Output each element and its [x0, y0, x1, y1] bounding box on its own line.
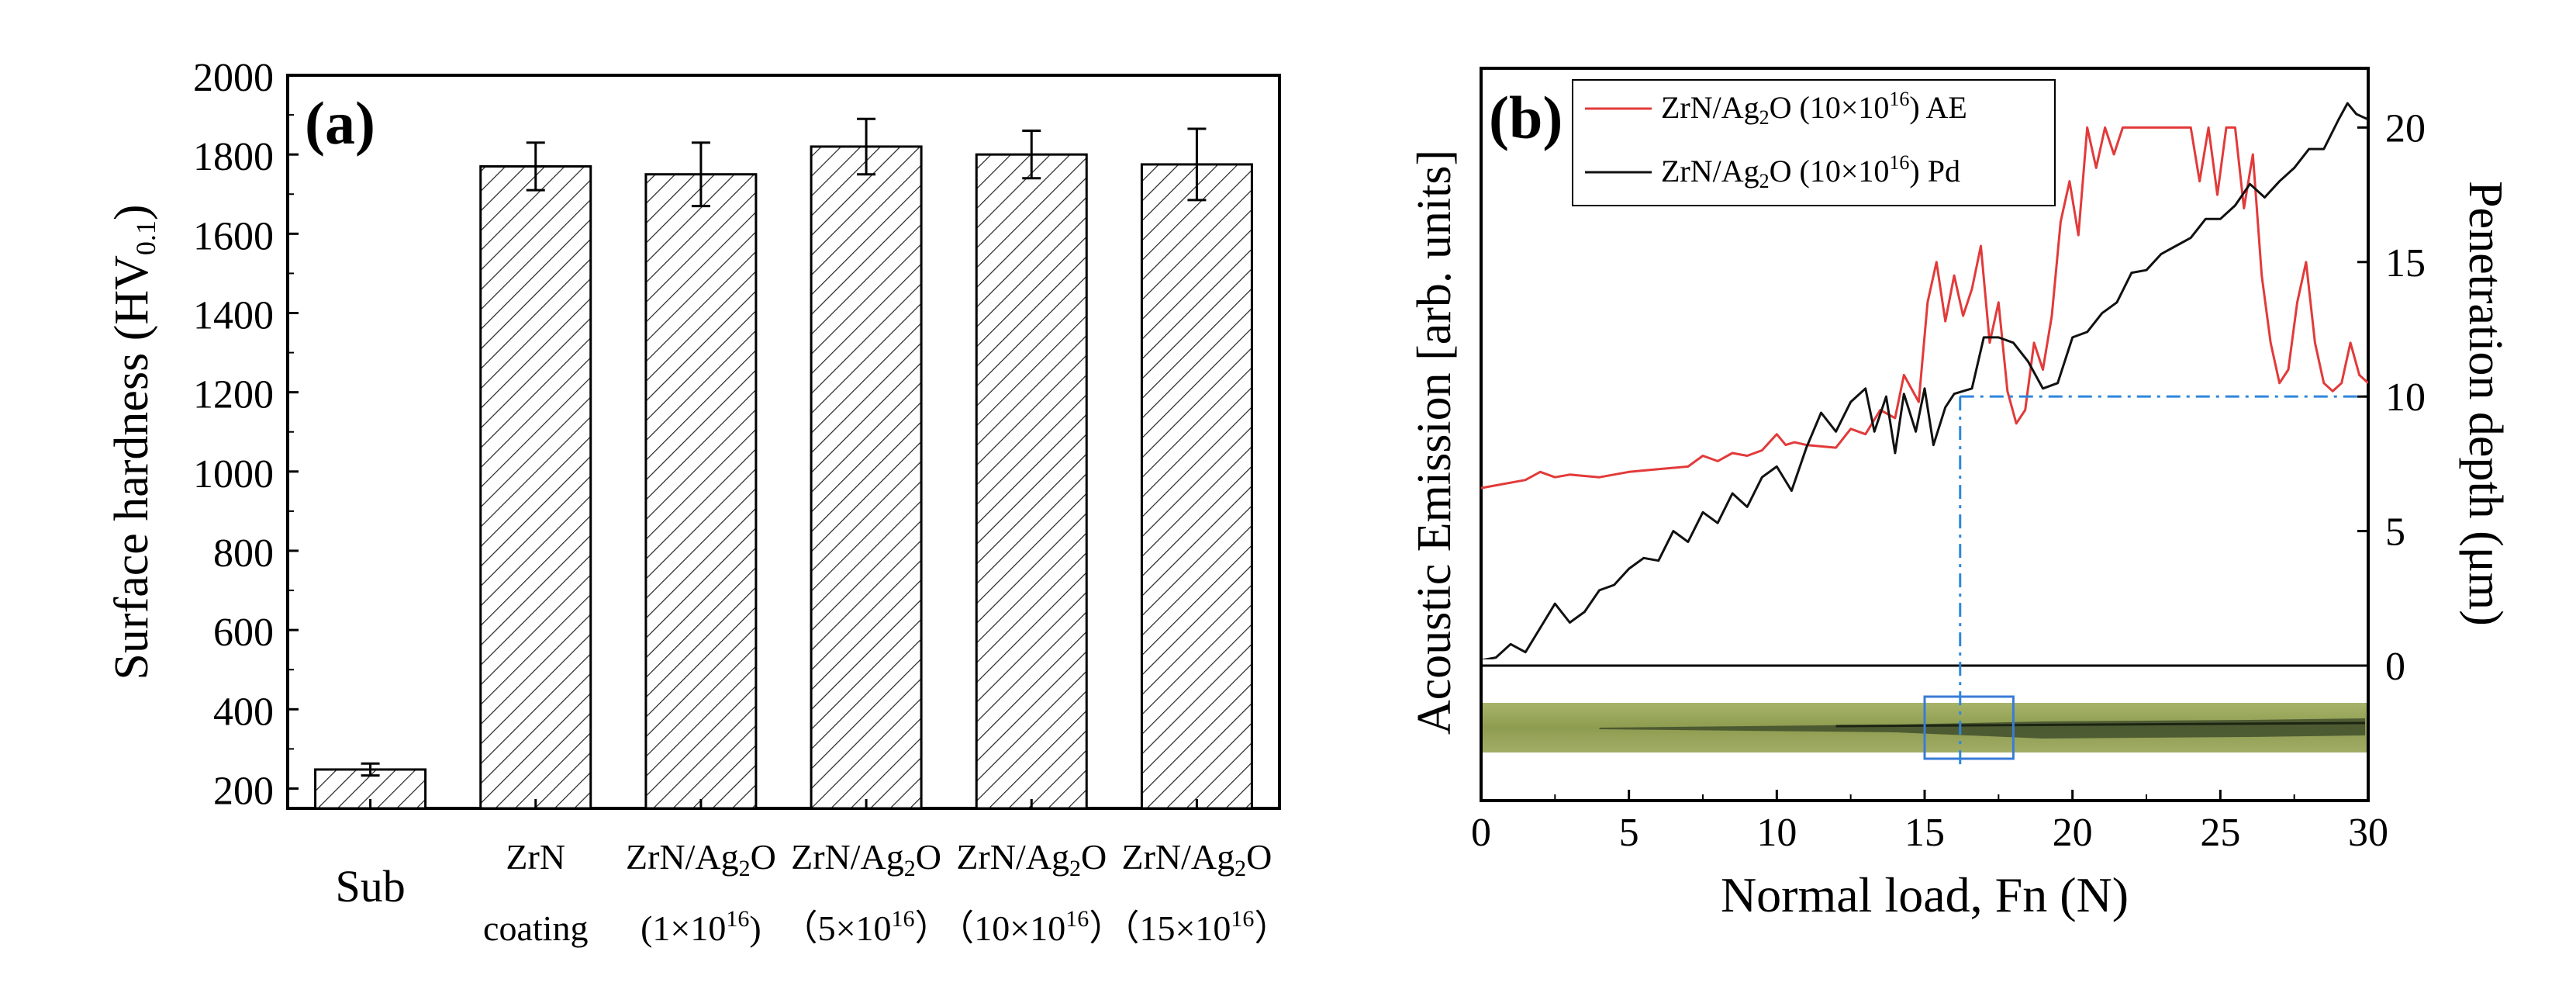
- category-label-line1: ZrN: [506, 837, 565, 877]
- bar: [811, 147, 921, 808]
- y-tick-label: 2000: [193, 56, 274, 100]
- y-tick-label-right: 15: [2385, 241, 2426, 285]
- category-label-line2: （10×1016）: [938, 906, 1124, 948]
- legend-label: ZrN/Ag2O (10×1016) Pd: [1661, 151, 1960, 192]
- y-tick-label: 800: [213, 531, 274, 576]
- bar: [976, 154, 1086, 808]
- scratch-track-micrograph: [1483, 697, 2367, 759]
- y-tick-label-right: 10: [2385, 375, 2426, 420]
- panel-b-legend: ZrN/Ag2O (10×1016) AE ZrN/Ag2O (10×1016) …: [1573, 80, 2055, 206]
- category-label-line1: ZrN/Ag2O: [626, 837, 776, 881]
- category-label-line2: （15×1016）: [1103, 906, 1290, 948]
- y-tick-label-right: 0: [2385, 645, 2405, 689]
- y-tick-label-right: 20: [2385, 106, 2426, 150]
- x-tick-label: 30: [2348, 811, 2388, 855]
- x-tick-label: 5: [1619, 811, 1639, 855]
- y-tick-label: 1200: [193, 373, 274, 417]
- legend-label: ZrN/Ag2O (10×1016) AE: [1661, 88, 1967, 129]
- y-tick-label-right: 5: [2385, 510, 2405, 555]
- bar: [646, 175, 756, 808]
- category-label: Sub: [335, 861, 405, 912]
- category-label-line2: (1×1016): [641, 906, 761, 948]
- panel-a-bars: [316, 147, 1252, 808]
- x-tick-label: 0: [1471, 811, 1491, 855]
- panel-b-label: (b): [1489, 84, 1563, 151]
- category-label-line2: coating: [483, 908, 588, 948]
- y-tick-label: 1800: [193, 135, 274, 179]
- category-label-line1: ZrN/Ag2O: [791, 837, 941, 881]
- panel-a-label: (a): [305, 89, 375, 157]
- panel-a-bar-chart: 200 400 600 800 1000 1200 1400 1600 1800 2000 Sub…: [105, 56, 1290, 948]
- y-tick-label: 1000: [193, 452, 274, 496]
- bar: [481, 166, 591, 808]
- panel-b-right-y-axis-title: Penetration depth (μm): [2459, 181, 2512, 626]
- panel-a-y-axis-title: Surface hardness (HV0.1): [105, 204, 161, 680]
- panel-b-x-axis-title: Normal load, Fn (N): [1721, 867, 2129, 922]
- panel-a-category-labels: SubZrNcoatingZrN/Ag2O(1×1016)ZrN/Ag2O（5×…: [335, 799, 1290, 948]
- x-tick-label: 10: [1756, 811, 1797, 855]
- category-label-line1: ZrN/Ag2O: [1121, 837, 1272, 881]
- panel-a-plot-frame: [288, 75, 1279, 808]
- panel-a-y-axis: 200 400 600 800 1000 1200 1400 1600 1800 2000: [193, 56, 299, 813]
- bar: [1141, 164, 1252, 808]
- y-tick-label: 600: [213, 611, 274, 655]
- y-tick-label: 1400: [193, 293, 274, 337]
- x-tick-label: 15: [1904, 811, 1945, 855]
- y-tick-label: 200: [213, 769, 274, 813]
- x-tick-label: 20: [2053, 811, 2093, 855]
- panel-b-line-chart: 0 5 10 15 20 25 30 0 5 10 15 20 ZrN/Ag2O (10×1016)…: [1408, 68, 2512, 922]
- category-label-line1: ZrN/Ag2O: [956, 837, 1107, 881]
- y-tick-label: 1600: [193, 214, 274, 258]
- category-label-line2: （5×1016）: [782, 906, 951, 948]
- x-tick-label: 25: [2200, 811, 2240, 855]
- y-tick-label: 400: [213, 690, 274, 734]
- figure: 200400600800100012001400160018002000 Sub…: [0, 0, 2576, 986]
- panel-b-left-y-axis-title: Acoustic Emission [arb. units]: [1408, 150, 1461, 735]
